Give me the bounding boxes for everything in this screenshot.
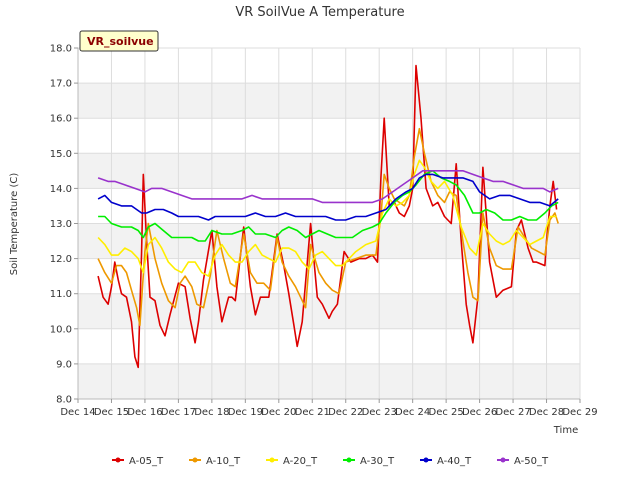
chart-title: VR SoilVue A Temperature xyxy=(235,5,404,20)
series-line-A-10_T xyxy=(97,127,559,327)
x-tick-label: Dec 23 xyxy=(362,407,397,418)
plot-band xyxy=(78,83,580,119)
x-tick-label: Dec 21 xyxy=(295,407,330,418)
series-line-A-20_T xyxy=(97,159,557,277)
legend-label-A-05_T: A-05_T xyxy=(129,456,164,467)
y-tick-label: 18.0 xyxy=(50,44,72,55)
legend-label-A-20_T: A-20_T xyxy=(283,456,318,467)
legend-label-A-30_T: A-30_T xyxy=(360,456,395,467)
y-tick-label: 9.0 xyxy=(56,359,72,370)
y-tick-label: 10.0 xyxy=(50,324,72,335)
legend-marker-A-50_T xyxy=(500,457,506,463)
y-tick-label: 14.0 xyxy=(50,184,72,195)
legend-label-A-40_T: A-40_T xyxy=(437,456,472,467)
station-badge-box xyxy=(79,30,159,52)
axes: 8.0 9.0 10.0 11.0 12.0 13.0 14.0 15.0 16.0 17.0 18… xyxy=(50,44,598,419)
y-tick-label: 13.0 xyxy=(50,219,72,230)
y-tick-label: 15.0 xyxy=(50,149,72,160)
legend-marker-A-05_T xyxy=(115,457,121,463)
legend-marker-A-30_T xyxy=(346,457,352,463)
legend-label-A-10_T: A-10_T xyxy=(206,456,241,467)
station-badge: VR_soilvue xyxy=(79,30,159,52)
legend-label-A-50_T: A-50_T xyxy=(514,456,549,467)
plot-band xyxy=(78,363,580,399)
station-badge-label: VR_soilvue xyxy=(87,35,154,48)
y-tick-label: 17.0 xyxy=(50,79,72,90)
x-tick-label: Dec 18 xyxy=(194,407,229,418)
y-tick-label: 16.0 xyxy=(50,114,72,125)
legend-marker-A-40_T xyxy=(423,457,429,463)
x-tick-label: Dec 29 xyxy=(562,407,597,418)
series-lines xyxy=(97,64,559,369)
x-tick-label: Dec 16 xyxy=(127,407,162,418)
y-tick-label: 8.0 xyxy=(56,395,72,406)
x-tick-label: Dec 17 xyxy=(161,407,196,418)
legend-marker-A-10_T xyxy=(192,457,198,463)
x-tick-label: Dec 22 xyxy=(328,407,363,418)
x-tick-label: Dec 19 xyxy=(228,407,263,418)
plot-band xyxy=(78,293,580,329)
series-line-A-50_T xyxy=(97,170,559,204)
legend: A-05_T A-10_T A-20_T A-30_T A-40_T A-50_T xyxy=(112,456,549,467)
y-tick-label: 12.0 xyxy=(50,254,72,265)
x-tick-label: Dec 15 xyxy=(94,407,129,418)
plot-band xyxy=(78,153,580,189)
y-tick-label: 11.0 xyxy=(50,289,72,300)
series-line-A-30_T xyxy=(98,170,559,242)
x-tick-label: Dec 14 xyxy=(60,407,95,418)
x-tick-label: Dec 20 xyxy=(261,407,296,418)
x-tick-label: Dec 27 xyxy=(495,407,530,418)
x-tick-label: Dec 24 xyxy=(395,407,430,418)
legend-marker-A-20_T xyxy=(269,457,275,463)
series-line-A-40_T xyxy=(97,173,559,221)
x-tick-label: Dec 25 xyxy=(429,407,464,418)
x-axis-label: Time xyxy=(553,425,578,436)
y-axis-label: Soil Temperature (C) xyxy=(9,173,20,276)
x-tick-label: Dec 28 xyxy=(529,407,564,418)
x-tick-label: Dec 26 xyxy=(462,407,497,418)
